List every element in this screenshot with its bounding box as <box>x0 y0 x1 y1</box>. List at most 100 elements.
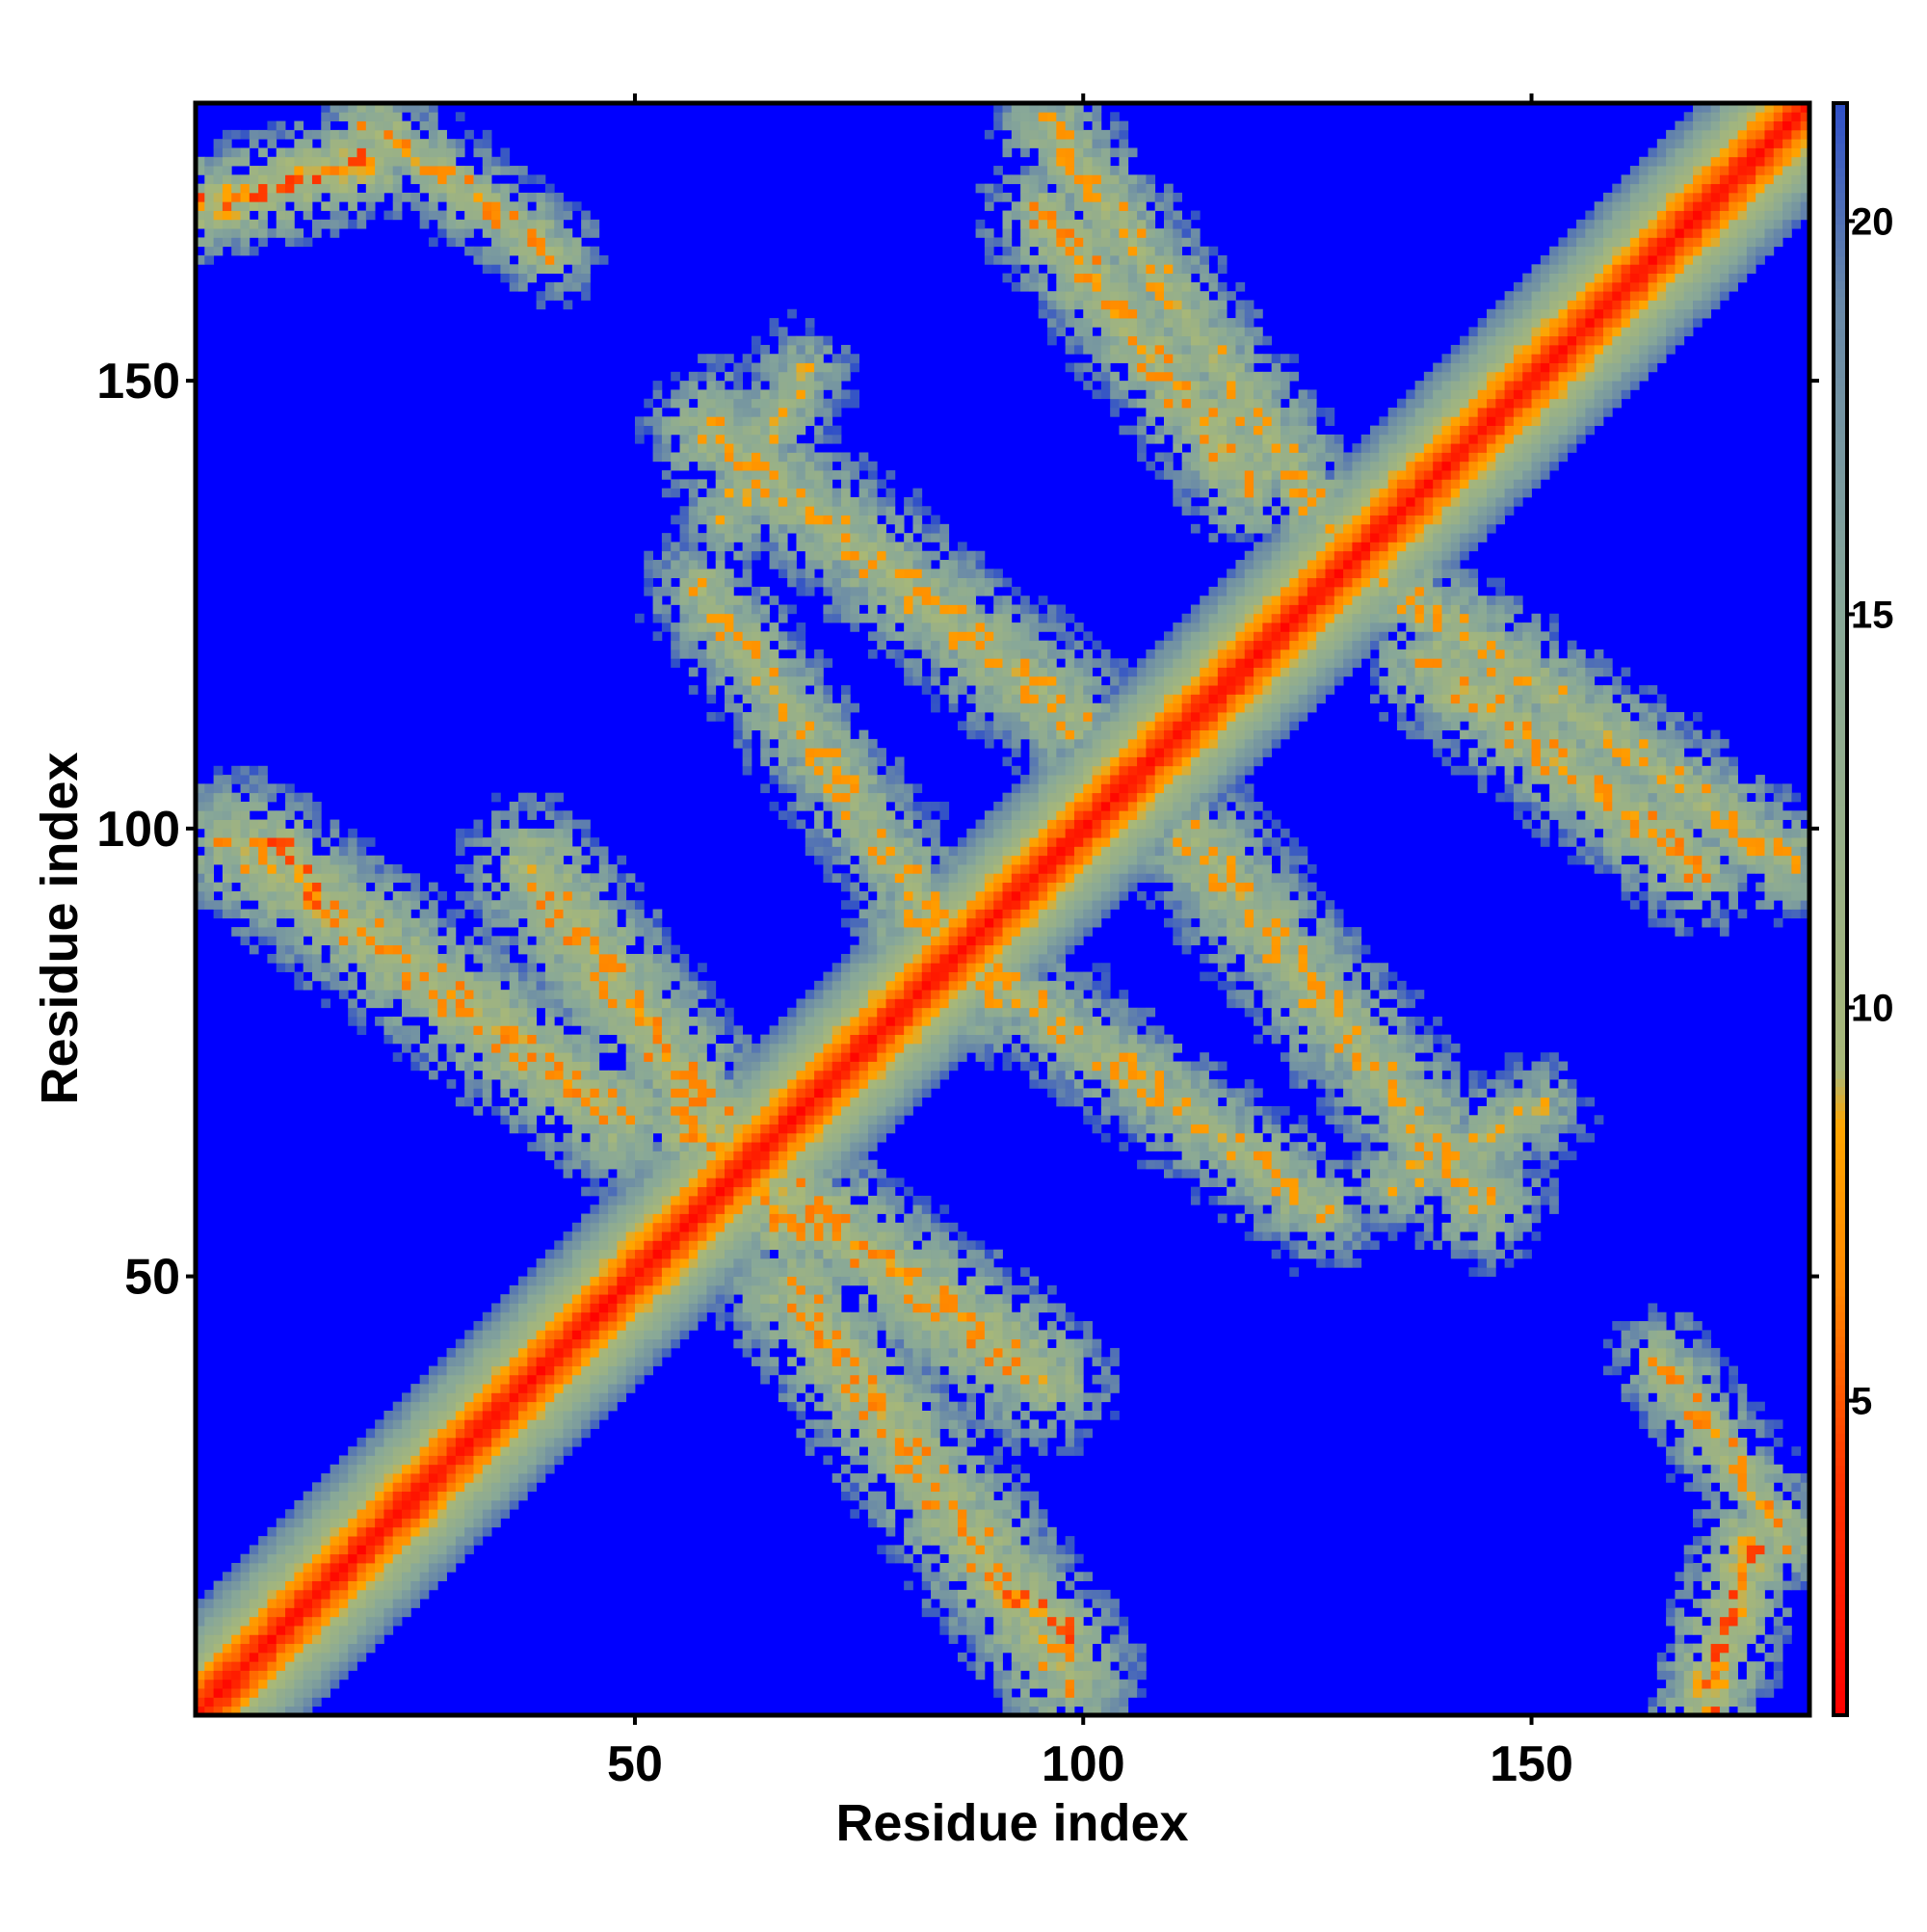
heatmap-cell <box>841 1276 851 1286</box>
heatmap-cell <box>392 1034 403 1045</box>
heatmap-cell <box>823 1061 833 1072</box>
heatmap-cell <box>1531 1151 1542 1161</box>
heatmap-cell <box>1038 1428 1048 1439</box>
heatmap-cell <box>1164 1169 1174 1178</box>
heatmap-cell <box>885 1195 896 1205</box>
heatmap-cell <box>850 1491 860 1501</box>
heatmap-cell <box>581 1052 591 1062</box>
heatmap-cell <box>1173 1142 1183 1151</box>
heatmap-cell <box>571 1437 582 1447</box>
heatmap-cell <box>688 1052 699 1062</box>
heatmap-cell <box>1262 1159 1273 1170</box>
heatmap-cell <box>671 1222 680 1232</box>
heatmap-cell <box>1352 1079 1362 1089</box>
heatmap-cell <box>1406 1088 1415 1098</box>
heatmap-cell <box>715 1088 726 1098</box>
heatmap-cell <box>410 1428 421 1439</box>
heatmap-cell <box>778 1231 788 1241</box>
heatmap-cell <box>1513 1151 1523 1161</box>
heatmap-cell <box>867 1142 878 1151</box>
heatmap-cell <box>437 1455 447 1466</box>
heatmap-cell <box>482 1419 492 1429</box>
heatmap-cell <box>904 1213 913 1224</box>
heatmap-cell <box>841 1132 851 1143</box>
heatmap-cell <box>240 1697 251 1707</box>
heatmap-cell <box>805 1365 815 1376</box>
heatmap-cell <box>1011 1499 1021 1510</box>
heatmap-cell <box>509 1097 519 1107</box>
heatmap-cell <box>698 1034 707 1045</box>
heatmap-cell <box>1755 1473 1765 1483</box>
heatmap-cell <box>1029 1034 1040 1045</box>
heatmap-cell <box>1737 1572 1748 1581</box>
heatmap-cell <box>742 1249 752 1259</box>
heatmap-cell <box>536 1079 546 1089</box>
heatmap-cell <box>1522 1088 1532 1098</box>
heatmap-cell <box>877 1195 886 1205</box>
heatmap-cell <box>338 1589 349 1600</box>
heatmap-cell <box>1002 1509 1013 1519</box>
heatmap-cell <box>957 1374 967 1385</box>
heatmap-cell <box>904 1437 913 1447</box>
heatmap-cell <box>1065 1616 1075 1627</box>
heatmap-cell <box>841 1338 851 1349</box>
heatmap-cell <box>581 1294 591 1304</box>
heatmap-cell <box>993 1294 1003 1304</box>
heatmap-cell <box>1119 1706 1129 1716</box>
heatmap-cell <box>966 1043 976 1053</box>
heatmap-cell <box>652 1267 663 1277</box>
heatmap-cell <box>1729 1652 1738 1662</box>
heatmap-cell <box>482 1097 492 1107</box>
heatmap-cell <box>1737 1626 1748 1635</box>
heatmap-cell <box>894 1455 905 1466</box>
heatmap-cell <box>1746 1580 1756 1591</box>
heatmap-cell <box>338 1545 349 1555</box>
heatmap-cell <box>1208 1195 1219 1205</box>
heatmap-cell <box>608 1347 618 1358</box>
heatmap-cell <box>805 1142 815 1151</box>
heatmap-cell <box>1056 1626 1067 1635</box>
heatmap-cell <box>303 1491 313 1501</box>
heatmap-cell <box>1737 1482 1748 1493</box>
heatmap-cell <box>491 1034 501 1045</box>
heatmap-cell <box>571 1303 582 1313</box>
heatmap-cell <box>1208 1132 1219 1143</box>
heatmap-cell <box>1540 1115 1550 1125</box>
heatmap-cell <box>464 1338 474 1349</box>
heatmap-cell <box>1719 1357 1729 1366</box>
heatmap-cell <box>1441 1142 1452 1151</box>
heatmap-cell <box>1702 1580 1712 1591</box>
heatmap-cell <box>652 1088 663 1098</box>
heatmap-cell <box>832 1437 842 1447</box>
heatmap-cell <box>1056 1670 1067 1681</box>
heatmap-cell <box>267 1661 277 1671</box>
heatmap-cell <box>1289 1061 1299 1072</box>
heatmap-cell <box>867 1284 878 1295</box>
heatmap-cell <box>725 1151 734 1161</box>
heatmap-cell <box>877 1401 886 1412</box>
heatmap-cell <box>984 1338 994 1349</box>
heatmap-cell <box>1271 1159 1281 1170</box>
heatmap-cell <box>1173 1088 1192 1098</box>
heatmap-cell <box>644 1178 653 1188</box>
heatmap-cell <box>1423 1115 1434 1125</box>
heatmap-cell <box>679 1222 690 1232</box>
heatmap-cell <box>1612 1357 1622 1366</box>
heatmap-cell <box>1764 1599 1775 1608</box>
heatmap-cell <box>311 1536 322 1546</box>
heatmap-cell <box>356 1482 367 1493</box>
heatmap-cell <box>1065 1043 1075 1053</box>
heatmap-cell <box>671 1097 680 1107</box>
heatmap-cell <box>1029 1526 1040 1537</box>
heatmap-cell <box>311 1697 322 1707</box>
heatmap-cell <box>661 1061 672 1072</box>
heatmap-cell <box>1029 1661 1040 1671</box>
heatmap-cell <box>688 1169 699 1178</box>
heatmap-cell <box>832 1357 842 1366</box>
heatmap-cell <box>661 1132 672 1143</box>
heatmap-cell <box>1423 1186 1434 1197</box>
heatmap-cell <box>509 1303 519 1313</box>
heatmap-cell <box>1092 1410 1102 1420</box>
heatmap-cell <box>966 1526 976 1537</box>
